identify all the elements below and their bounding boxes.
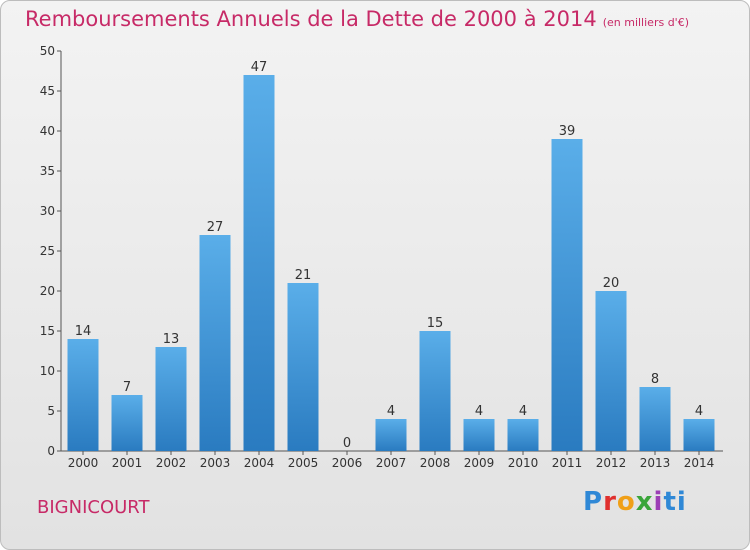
y-tick-label: 50	[40, 44, 55, 58]
bar-2004	[243, 75, 275, 451]
bar-2010	[507, 419, 539, 451]
chart-unit: (en milliers d'€)	[602, 16, 689, 29]
x-tick-label-2011: 2011	[552, 456, 583, 470]
bar-2005	[287, 283, 319, 451]
x-tick-label-2008: 2008	[420, 456, 451, 470]
chart-title: Remboursements Annuels de la Dette de 20…	[25, 7, 689, 31]
bar-2009	[463, 419, 495, 451]
data-label-2002: 13	[163, 332, 180, 347]
data-label-2005: 21	[295, 268, 312, 283]
proxiti-logo: Proxiti	[583, 487, 687, 517]
x-tick-label-2005: 2005	[288, 456, 319, 470]
data-label-2004: 47	[251, 60, 268, 75]
commune-name: BIGNICOURT	[37, 497, 150, 518]
y-tick-label: 0	[47, 444, 55, 458]
x-tick-label-2013: 2013	[640, 456, 671, 470]
data-label-2000: 14	[75, 324, 92, 339]
bar-2012	[595, 291, 627, 451]
y-tick-label: 10	[40, 364, 55, 378]
x-tick-label-2006: 2006	[332, 456, 363, 470]
bar-2000	[67, 339, 99, 451]
data-label-2007: 4	[387, 404, 395, 419]
bar-2003	[199, 235, 231, 451]
x-tick-label-2000: 2000	[68, 456, 99, 470]
x-tick-label-2010: 2010	[508, 456, 539, 470]
x-tick-label-2014: 2014	[684, 456, 715, 470]
y-tick-label: 45	[40, 84, 55, 98]
y-tick-label: 15	[40, 324, 55, 338]
y-tick-label: 20	[40, 284, 55, 298]
data-label-2011: 39	[559, 124, 576, 139]
y-tick-label: 35	[40, 164, 55, 178]
bar-2002	[155, 347, 187, 451]
bar-2011	[551, 139, 583, 451]
y-tick-label: 5	[47, 404, 55, 418]
data-label-2012: 20	[603, 276, 620, 291]
data-label-2006: 0	[343, 436, 351, 451]
bar-2008	[419, 331, 451, 451]
bar-2013	[639, 387, 671, 451]
data-label-2008: 15	[427, 316, 444, 331]
bar-2014	[683, 419, 715, 451]
y-tick-label: 40	[40, 124, 55, 138]
x-tick-label-2009: 2009	[464, 456, 495, 470]
data-label-2003: 27	[207, 220, 224, 235]
y-tick-label: 25	[40, 244, 55, 258]
bar-2001	[111, 395, 143, 451]
x-tick-label-2004: 2004	[244, 456, 275, 470]
data-label-2013: 8	[651, 372, 659, 387]
data-label-2014: 4	[695, 404, 703, 419]
data-label-2009: 4	[475, 404, 483, 419]
x-tick-label-2002: 2002	[156, 456, 187, 470]
data-label-2010: 4	[519, 404, 527, 419]
x-tick-label-2001: 2001	[112, 456, 143, 470]
chart-title-text: Remboursements Annuels de la Dette de 20…	[25, 7, 597, 31]
x-tick-label-2003: 2003	[200, 456, 231, 470]
x-tick-label-2012: 2012	[596, 456, 627, 470]
bar-2007	[375, 419, 407, 451]
y-tick-label: 30	[40, 204, 55, 218]
x-tick-label-2007: 2007	[376, 456, 407, 470]
data-label-2001: 7	[123, 380, 131, 395]
